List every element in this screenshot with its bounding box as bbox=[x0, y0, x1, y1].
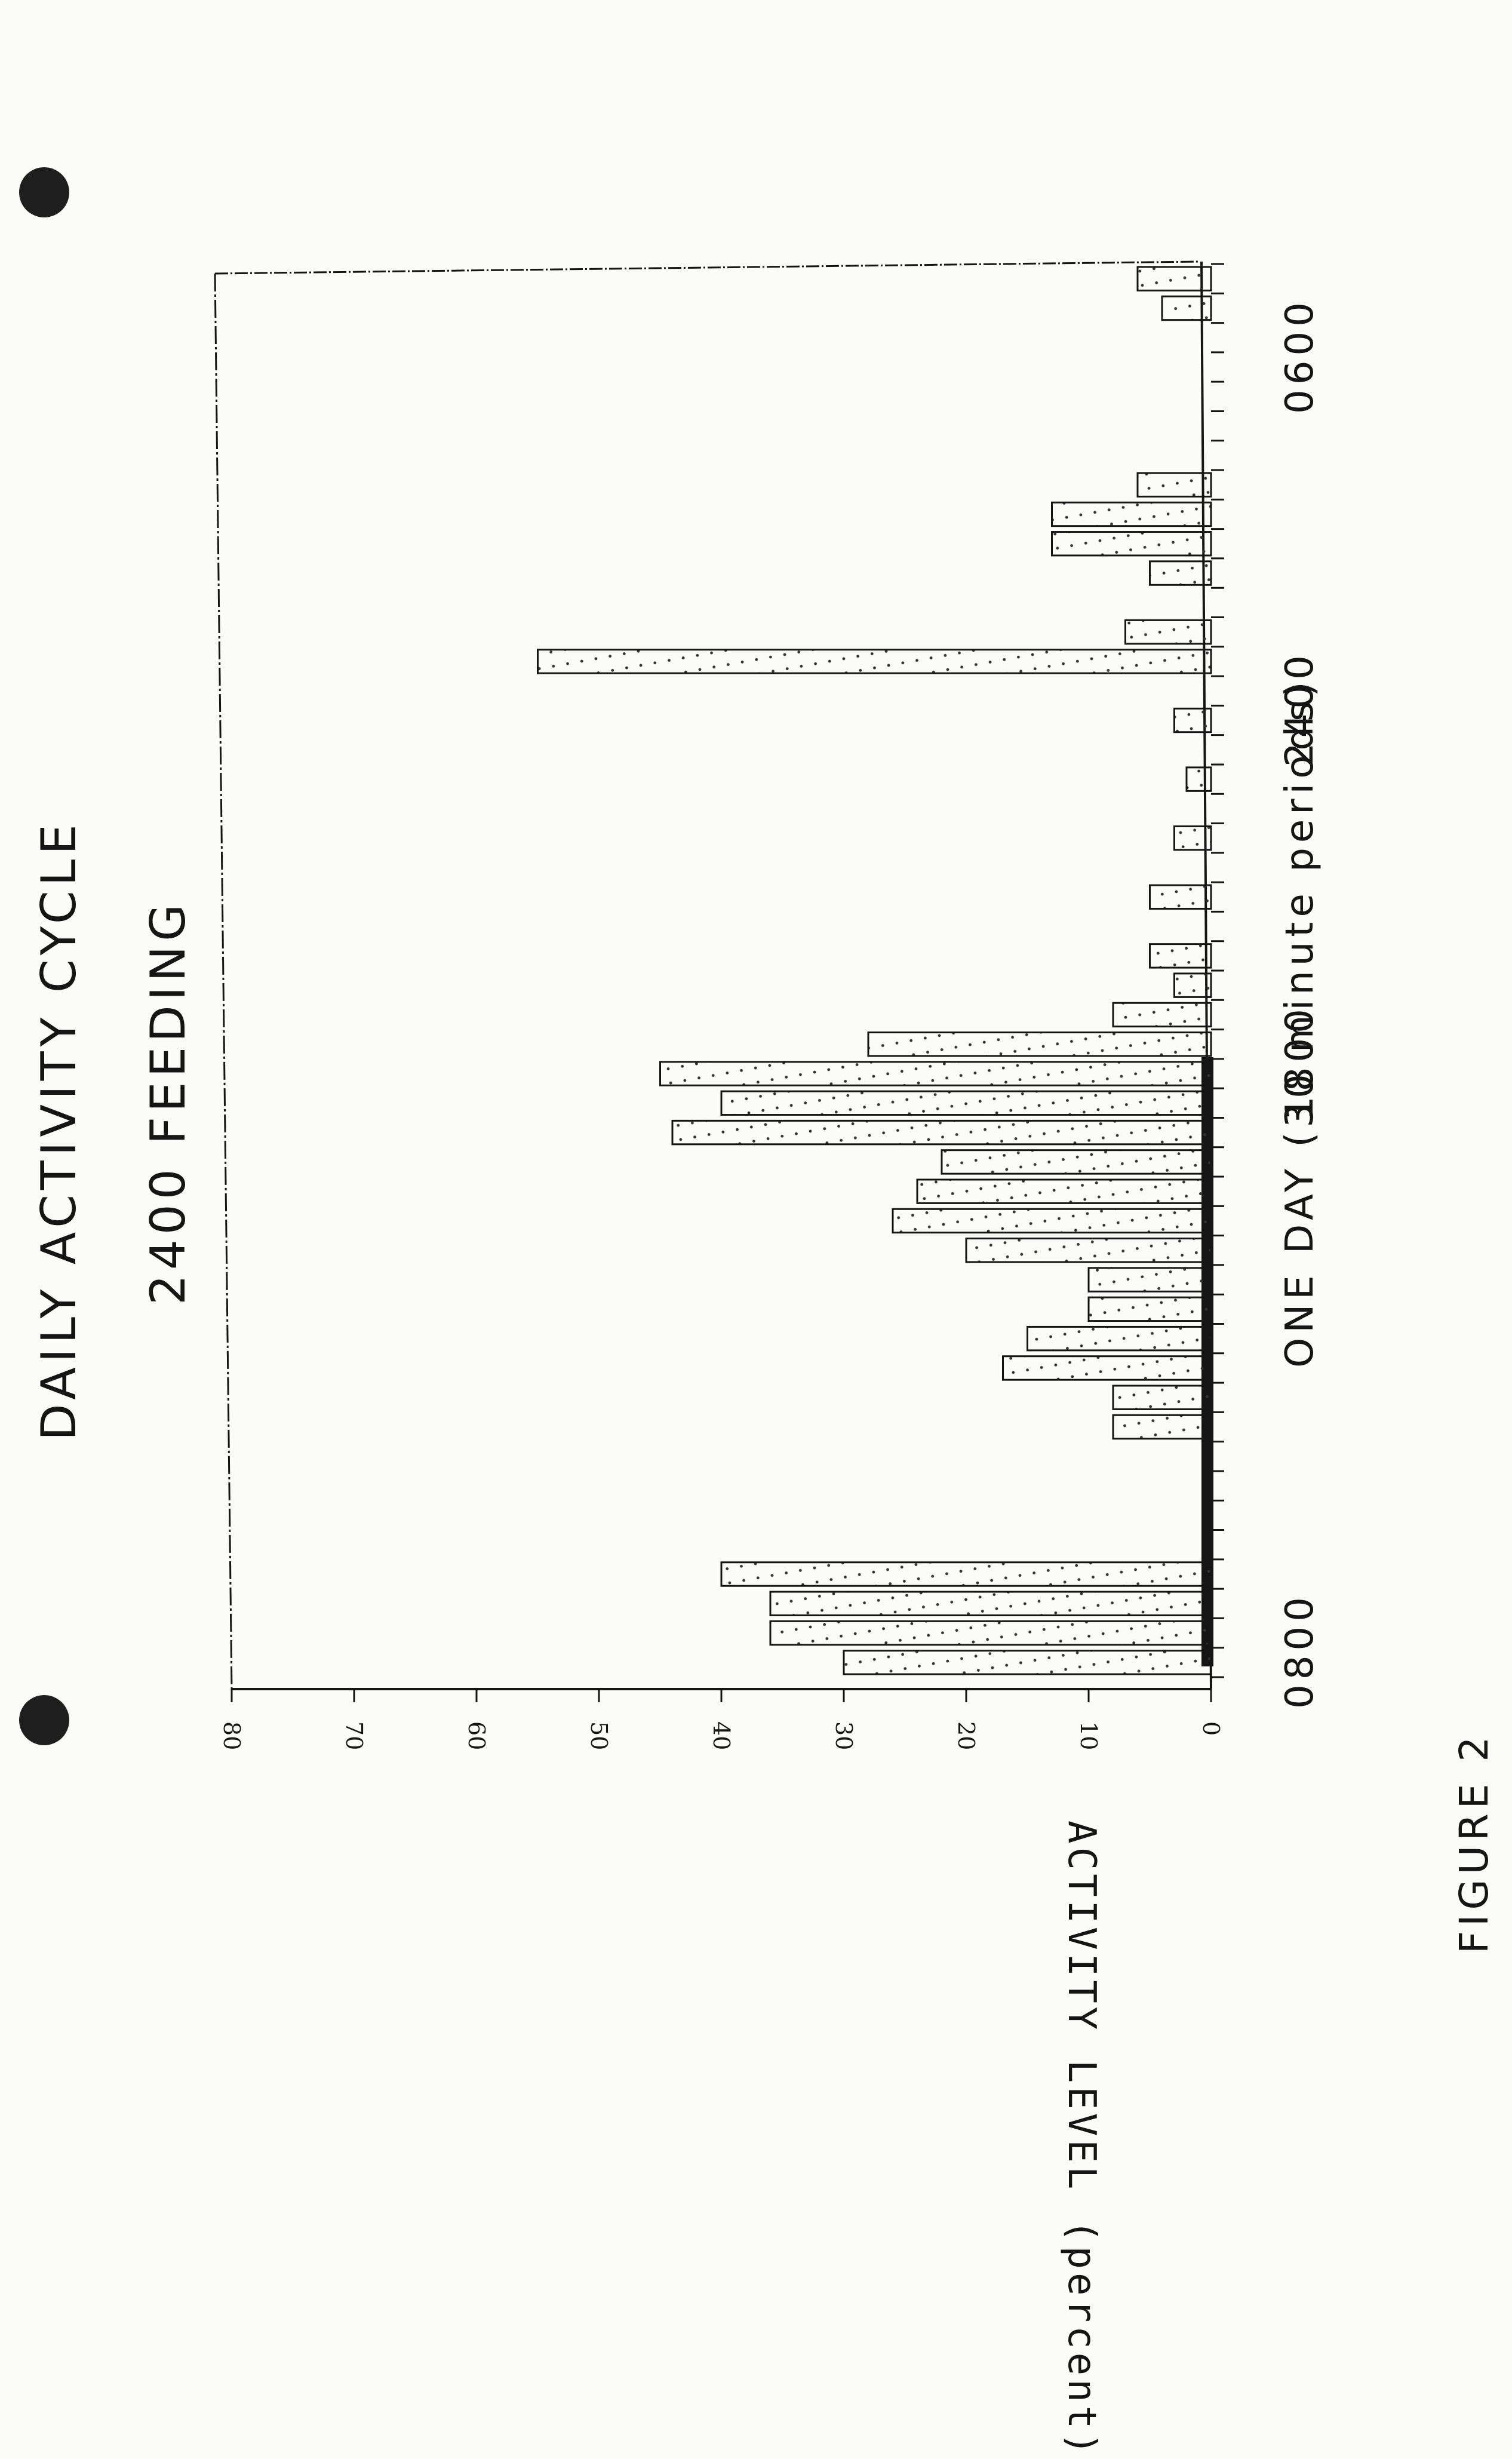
bar-period-9 bbox=[1112, 1414, 1212, 1440]
bar-period-22 bbox=[867, 1032, 1212, 1057]
bar-period-29 bbox=[1173, 825, 1212, 851]
bar-period-41 bbox=[1136, 472, 1212, 498]
bar-period-12 bbox=[1027, 1325, 1212, 1352]
bar-period-13 bbox=[1087, 1296, 1212, 1322]
y-tick-label: 50 bbox=[586, 1721, 612, 1751]
bar-period-25 bbox=[1149, 943, 1212, 969]
activity-bar-chart bbox=[214, 260, 1224, 1702]
binder-hole-top bbox=[19, 167, 69, 217]
y-tick-label: 20 bbox=[953, 1721, 979, 1751]
bar-period-38 bbox=[1149, 560, 1212, 586]
bar-period-20 bbox=[720, 1090, 1212, 1116]
bar-period-17 bbox=[916, 1178, 1212, 1204]
y-tick-label: 10 bbox=[1075, 1721, 1102, 1751]
bar-period-39 bbox=[1051, 531, 1212, 557]
bar-period-40 bbox=[1051, 501, 1212, 527]
binder-hole-bottom bbox=[19, 1695, 69, 1745]
top-border bbox=[214, 260, 1198, 275]
bar-period-35 bbox=[537, 649, 1212, 674]
bar-period-2 bbox=[769, 1620, 1212, 1646]
bar-period-14 bbox=[1087, 1267, 1212, 1293]
left-border bbox=[214, 273, 233, 1690]
bar-period-36 bbox=[1124, 619, 1212, 645]
y-tick-label: 40 bbox=[708, 1721, 735, 1751]
bar-period-16 bbox=[892, 1208, 1212, 1234]
bar-period-47 bbox=[1161, 295, 1212, 321]
y-tick-label: 70 bbox=[341, 1721, 367, 1751]
bar-period-10 bbox=[1112, 1384, 1212, 1410]
bar-period-15 bbox=[965, 1238, 1212, 1263]
bar-period-11 bbox=[1002, 1355, 1212, 1381]
y-tick-label: 80 bbox=[219, 1721, 245, 1751]
x-tick-label: 0800 bbox=[1278, 1592, 1322, 1709]
bar-period-48 bbox=[1136, 266, 1212, 291]
bar-period-23 bbox=[1112, 1002, 1212, 1028]
bar-period-18 bbox=[941, 1149, 1212, 1175]
bar-period-19 bbox=[671, 1119, 1212, 1146]
bar-period-24 bbox=[1173, 972, 1212, 998]
y-tick-label: 30 bbox=[831, 1721, 857, 1751]
bar-period-27 bbox=[1149, 884, 1212, 910]
y-tick-label: 60 bbox=[463, 1721, 490, 1751]
bar-period-21 bbox=[659, 1061, 1212, 1086]
x-tick-label: 1800 bbox=[1278, 1003, 1322, 1120]
bar-period-3 bbox=[769, 1591, 1212, 1616]
bar-period-4 bbox=[720, 1561, 1212, 1587]
bar-period-31 bbox=[1185, 766, 1212, 792]
x-tick-label: 2400 bbox=[1278, 650, 1322, 768]
bar-period-33 bbox=[1173, 707, 1212, 733]
y-tick-label: 0 bbox=[1198, 1721, 1224, 1736]
bar-period-1 bbox=[843, 1650, 1212, 1675]
x-tick-label: 0600 bbox=[1278, 297, 1322, 414]
